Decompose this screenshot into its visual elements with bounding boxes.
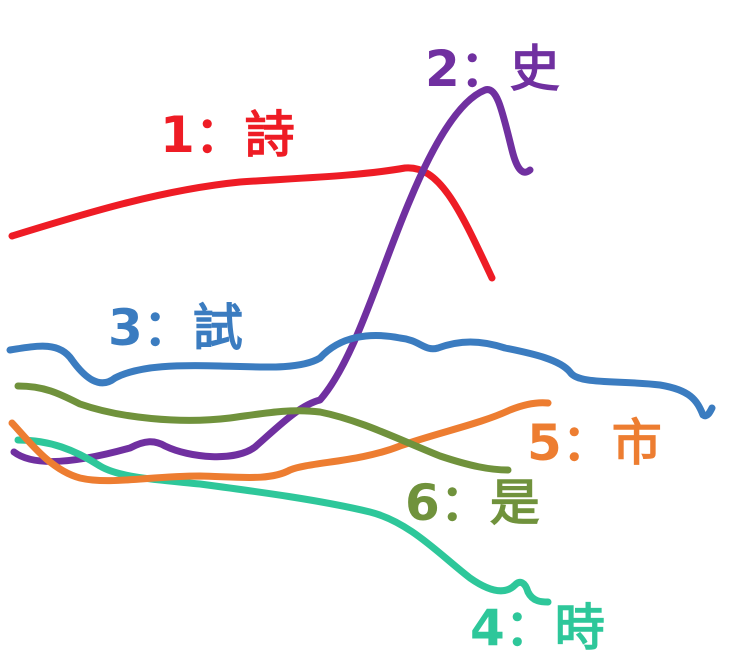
curve-3	[6, 332, 716, 420]
curve-4-label: 4：時	[470, 599, 605, 657]
curve-6-label: 6：是	[405, 474, 540, 532]
curve-5-label: 5：市	[527, 414, 662, 472]
curve-2	[10, 86, 534, 466]
curve-5	[8, 399, 552, 485]
curve-6	[14, 382, 512, 474]
curve-1	[8, 164, 496, 282]
curve-4	[14, 436, 552, 606]
curve-1-label: 1：詩	[160, 106, 295, 164]
curve-3-label: 3：試	[108, 299, 243, 357]
curve-2-label: 2：史	[425, 40, 560, 98]
